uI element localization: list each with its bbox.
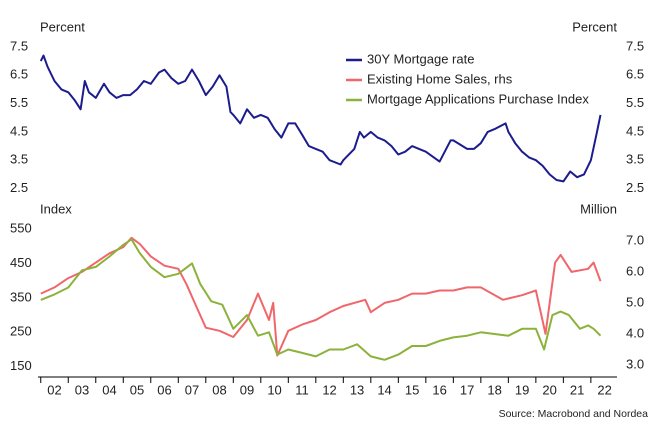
y-tick-label: 6.0: [626, 263, 644, 278]
x-tick-label: 16: [432, 382, 446, 397]
y-tick-label: 150: [10, 358, 32, 373]
y-tick-label: 350: [10, 289, 32, 304]
x-tick-label: 15: [405, 382, 419, 397]
x-tick-label: 08: [212, 382, 226, 397]
y-tick-label: 6.5: [10, 67, 28, 82]
x-tick-label: 10: [267, 382, 281, 397]
y-tick-label: 3.5: [10, 152, 28, 167]
x-tick-label: 09: [240, 382, 254, 397]
x-tick-label: 20: [542, 382, 556, 397]
y-tick-label: 2.5: [10, 180, 28, 195]
legend-label: Mortgage Applications Purchase Index: [367, 91, 589, 106]
x-tick-label: 02: [47, 382, 61, 397]
series-line: [40, 238, 602, 361]
x-tick-label: 11: [295, 382, 309, 397]
x-tick-label: 18: [487, 382, 501, 397]
y-tick-label: 250: [10, 324, 32, 339]
x-tick-label: 05: [130, 382, 144, 397]
y-tick-label: 7.0: [626, 232, 644, 247]
x-tick-label: 04: [102, 382, 116, 397]
y-axis-label: Index: [40, 201, 72, 216]
x-tick-label: 03: [75, 382, 89, 397]
y-tick-label: 5.5: [10, 95, 28, 110]
series-line: [40, 236, 602, 357]
y2-axis-label: Million: [580, 201, 617, 216]
x-tick-label: 13: [350, 382, 364, 397]
x-tick-label: 06: [157, 382, 171, 397]
y2-axis-label: Percent: [572, 19, 617, 34]
legend-label: 30Y Mortgage rate: [367, 51, 474, 66]
x-tick-label: 07: [185, 382, 199, 397]
y-tick-label: 7.5: [626, 38, 644, 53]
y-tick-label: 3.5: [626, 152, 644, 167]
source: Source: Macrobond and Nordea: [499, 408, 649, 420]
x-tick-label: 22: [597, 382, 611, 397]
y-tick-label: 550: [10, 220, 32, 235]
y-tick-label: 5.5: [626, 95, 644, 110]
x-tick-label: 12: [322, 382, 336, 397]
y-tick-label: 2.5: [626, 180, 644, 195]
y-tick-label: 450: [10, 255, 32, 270]
y-tick-label: 4.5: [10, 123, 28, 138]
series-line: [39, 54, 602, 183]
y-tick-label: 5.0: [626, 294, 644, 309]
x-tick-label: 17: [460, 382, 474, 397]
x-tick-label: 19: [515, 382, 529, 397]
y-tick-label: 4.5: [626, 123, 644, 138]
y-tick-label: 6.5: [626, 67, 644, 82]
x-tick-label: 21: [570, 382, 584, 397]
x-tick-label: 14: [377, 382, 391, 397]
y-tick-label: 3.0: [626, 356, 644, 371]
legend-label: Existing Home Sales, rhs: [367, 71, 513, 86]
y-axis-label: Percent: [40, 19, 85, 34]
y-tick-label: 7.5: [10, 38, 28, 53]
y-tick-label: 4.0: [626, 325, 644, 340]
